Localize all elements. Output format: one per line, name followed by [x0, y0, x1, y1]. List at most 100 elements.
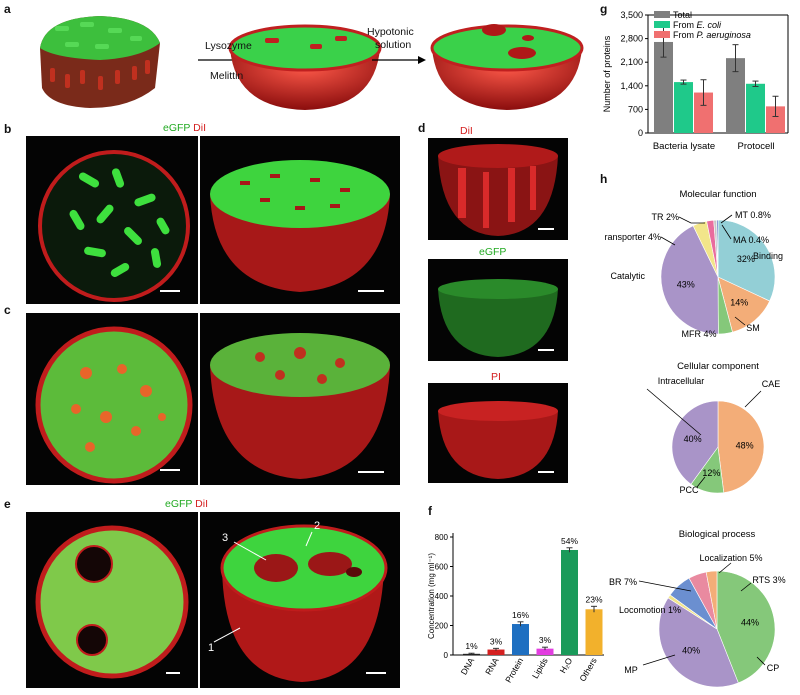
legend-label: From P. aeruginosa [673, 30, 751, 40]
pie-molecular-function: Molecular function 32% 14% 43% Binding SM MFR … [605, 189, 783, 339]
scale-bar [538, 349, 554, 351]
leader-line [642, 654, 676, 666]
data-label: 16% [512, 610, 529, 620]
arrow1-top-label: Lysozyme [205, 40, 252, 52]
micrograph-e-left [26, 512, 198, 688]
x-tick-label: H₂O [558, 656, 575, 675]
data-label: 1% [465, 641, 478, 651]
bar-0-0 [654, 41, 673, 133]
legend-label: From E. coli [673, 20, 722, 30]
panel-b-title: eGFP DiI [163, 122, 206, 134]
panel-label-d: d [418, 121, 426, 135]
dii-label: DiI [195, 498, 208, 510]
pie-ext-label: MT 0.8% [735, 210, 771, 220]
y-tick-label: 2,800 [620, 34, 643, 44]
pie-slice-cp [716, 570, 776, 684]
pie-pct-label: 40% [684, 434, 702, 444]
panel-label-a: a [4, 2, 11, 16]
egfp-label: eGFP [163, 122, 191, 134]
leader-line [678, 216, 705, 224]
y-tick-label: 3,500 [620, 10, 643, 20]
egfp-label: eGFP [165, 498, 193, 510]
legend-swatch [654, 21, 670, 28]
callout-1: 1 [208, 642, 215, 654]
leader-line [721, 224, 732, 240]
pie-ext-label: Catalytic [610, 271, 645, 281]
data-label: 54% [561, 536, 578, 546]
pie-ext-label: CP [767, 663, 780, 673]
scale-bar [366, 672, 386, 674]
scale-bar [160, 469, 180, 471]
data-label: 3% [539, 635, 552, 645]
pie-pct-label: 14% [730, 297, 748, 307]
pie-slice-rts [705, 570, 718, 630]
pie-pct-label: 44% [741, 618, 759, 628]
bacteria-aggregate [40, 16, 160, 108]
callout-3: 3 [222, 532, 229, 544]
arrow2-top-label: Hypotonic [367, 26, 414, 38]
chart-g-proteins: 0 700 1,400 2,100 2,800 3,500 Number of protei… [602, 10, 789, 152]
y-tick-label: 1,400 [620, 81, 643, 91]
pie-pct-label: 12% [702, 468, 720, 478]
panel-d-label-dii: DiI [460, 125, 473, 137]
leader-line [696, 476, 706, 488]
y-tick-label: 800 [435, 533, 449, 542]
y-axis-label: Number of proteins [602, 35, 612, 112]
micrograph-d-dii [428, 138, 568, 240]
micrograph-c-right [200, 313, 400, 485]
leader-line [646, 388, 702, 436]
pie-slice-binding [717, 219, 776, 302]
panel-label-c: c [4, 303, 11, 317]
x-tick-label: Others [577, 656, 598, 683]
pie-ext-label: RTS 3% [752, 575, 785, 585]
pie-ext-label: SM [746, 323, 760, 333]
bar-protein [512, 624, 529, 655]
x-tick-label: DNA [459, 656, 477, 677]
bar-0-1 [726, 58, 745, 134]
pie-ext-label: Transporter 4% [605, 232, 661, 242]
x-tick-label: Lipids [530, 656, 550, 680]
pie-pct-label: 32% [737, 254, 755, 264]
pie-ext-label: MFR 4% [681, 329, 716, 339]
protocell-bowl-1 [228, 24, 382, 110]
arrow1-bottom-label: Melittin [210, 70, 244, 82]
y-tick-label: 600 [435, 563, 449, 572]
scale-bar [538, 471, 554, 473]
bar-2-1 [766, 106, 785, 133]
bar-dna [463, 653, 480, 655]
panel-e-title: eGFP DiI [165, 498, 208, 510]
micrograph-e-right: 3 2 1 [200, 512, 400, 688]
pie-slice-cae [717, 400, 765, 493]
pie-ext-label: TR 2% [651, 212, 679, 222]
panel-label-h: h [600, 172, 608, 186]
data-label: 3% [490, 636, 503, 646]
chart-f-concentration: 0 200 400 600 800 Concentration (mg ml⁻¹) 1% DN… [427, 533, 604, 685]
panel-label-f: f [428, 504, 432, 518]
pie-title: Molecular function [679, 189, 756, 200]
bar-2-0 [694, 92, 713, 133]
y-tick-label: 0 [444, 651, 449, 660]
legend-swatch [654, 11, 670, 18]
leader-line [744, 390, 762, 408]
pie-title: Biological process [679, 529, 756, 540]
leader-line [740, 582, 752, 592]
leader-line [734, 316, 746, 326]
panel-d-label-pi: PI [491, 371, 501, 383]
pie-ext-label: Binding [753, 251, 783, 261]
x-tick-label: RNA [483, 656, 501, 677]
pie-slice-ma [716, 219, 719, 278]
pie-ext-label: MA 0.4% [733, 235, 769, 245]
leader-line [756, 656, 766, 666]
legend-label: Total [673, 10, 692, 20]
pie-ext-label: PCC [679, 485, 699, 495]
data-label: 23% [585, 594, 602, 604]
pie-cellular-component: Cellular component 48% 12% 40% CAE PCC Intrace… [646, 361, 780, 495]
leader-line [718, 562, 732, 574]
panel-d-label-egfp: eGFP [479, 246, 507, 258]
x-tick-label: Protein [503, 656, 525, 685]
pie-ext-label: Localization 5% [699, 553, 762, 563]
pie-ext-label: MP [624, 665, 638, 675]
panel-label-b: b [4, 122, 12, 136]
pie-ext-label: Intracellular [658, 376, 705, 386]
y-tick-label: 2,100 [620, 57, 643, 67]
